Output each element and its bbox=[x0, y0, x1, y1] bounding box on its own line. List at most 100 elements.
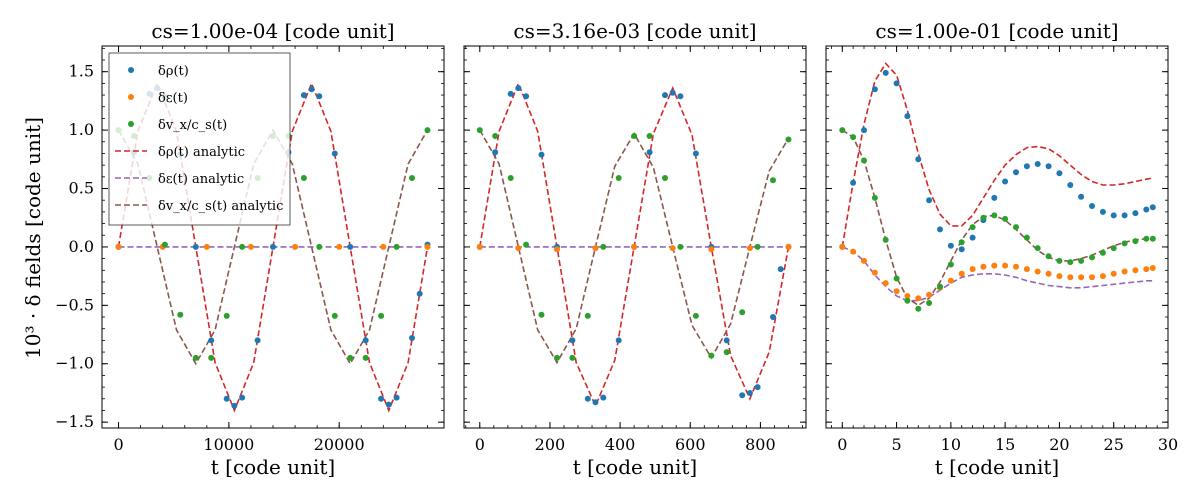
data-point bbox=[631, 243, 638, 250]
data-point bbox=[991, 262, 998, 269]
data-point bbox=[515, 245, 522, 252]
data-point bbox=[1013, 263, 1019, 270]
data-point bbox=[569, 354, 576, 361]
y-tick-label: 1.5 bbox=[69, 62, 94, 81]
data-point bbox=[746, 245, 753, 252]
y-tick-label: 1.0 bbox=[69, 120, 94, 139]
data-point bbox=[239, 394, 246, 401]
panel-title: cs=1.00e-01 [code unit] bbox=[875, 19, 1118, 43]
data-point bbox=[882, 236, 889, 243]
x-tick-label: 20 bbox=[1049, 435, 1069, 454]
data-point bbox=[669, 89, 676, 96]
data-point bbox=[1023, 163, 1030, 170]
data-point bbox=[1132, 210, 1139, 217]
series-line-analytic bbox=[841, 246, 1153, 302]
y-tick-label: 0.5 bbox=[69, 179, 94, 198]
data-point bbox=[1002, 178, 1009, 185]
data-point bbox=[347, 243, 354, 250]
data-point bbox=[507, 90, 514, 97]
data-point bbox=[1056, 170, 1063, 177]
x-tick-label: 800 bbox=[745, 435, 776, 454]
series-line-analytic bbox=[841, 129, 1153, 307]
data-point bbox=[515, 85, 522, 92]
data-point bbox=[980, 214, 987, 221]
data-point bbox=[1056, 257, 1063, 264]
data-point bbox=[958, 270, 965, 277]
data-point bbox=[1056, 273, 1063, 280]
data-point bbox=[861, 257, 867, 264]
data-point bbox=[292, 243, 299, 250]
data-point bbox=[770, 314, 776, 320]
plot-frame bbox=[463, 45, 807, 429]
legend-entry-label: δv_x/c_s(t) bbox=[158, 118, 227, 133]
data-point bbox=[1045, 253, 1052, 260]
data-point bbox=[1099, 208, 1106, 215]
data-point bbox=[871, 86, 878, 93]
data-point bbox=[882, 280, 889, 287]
data-point bbox=[631, 133, 638, 139]
data-point bbox=[1067, 259, 1074, 266]
data-point bbox=[538, 311, 545, 318]
legend-entry-label: δε(t) bbox=[158, 91, 188, 106]
data-point bbox=[476, 243, 483, 250]
data-point bbox=[991, 212, 998, 219]
data-point bbox=[1013, 224, 1019, 231]
data-point bbox=[754, 384, 761, 391]
legend-marker-swatch bbox=[128, 94, 134, 100]
data-point bbox=[600, 243, 607, 250]
data-point bbox=[1132, 238, 1139, 245]
data-point bbox=[592, 399, 599, 406]
legend-frame bbox=[108, 52, 291, 226]
data-point bbox=[926, 300, 933, 306]
data-point bbox=[1089, 203, 1095, 209]
data-point bbox=[331, 150, 338, 157]
data-point bbox=[893, 288, 900, 295]
data-point bbox=[915, 156, 922, 163]
legend-marker-swatch bbox=[128, 67, 134, 73]
data-point bbox=[1110, 212, 1117, 219]
x-tick-label: 400 bbox=[605, 435, 636, 454]
data-point bbox=[1089, 274, 1095, 281]
data-point bbox=[739, 392, 746, 399]
data-point bbox=[424, 127, 431, 134]
data-point bbox=[904, 113, 911, 120]
data-point bbox=[1143, 206, 1150, 213]
data-point bbox=[1110, 270, 1117, 277]
data-point bbox=[1121, 240, 1128, 247]
legend-marker-swatch bbox=[128, 121, 134, 127]
data-point bbox=[523, 93, 530, 100]
x-tick-label: 10 bbox=[941, 435, 961, 454]
data-point bbox=[1067, 182, 1074, 188]
data-point bbox=[223, 395, 230, 402]
data-point bbox=[882, 69, 889, 76]
data-point bbox=[958, 239, 965, 246]
legend-entry-label: δε(t) analytic bbox=[158, 172, 244, 187]
data-point bbox=[958, 246, 965, 253]
data-point bbox=[708, 352, 715, 359]
data-point bbox=[1045, 270, 1052, 277]
data-point bbox=[785, 243, 792, 250]
data-point bbox=[416, 290, 423, 297]
data-point bbox=[393, 243, 400, 250]
y-tick-label: −1.0 bbox=[55, 354, 94, 373]
x-tick-label: 200 bbox=[535, 435, 566, 454]
panel-1: cs=1.00e-04 [code unit] t [code unit] 0 100… bbox=[55, 19, 445, 479]
data-point bbox=[1143, 266, 1150, 273]
data-point bbox=[554, 246, 560, 253]
data-point bbox=[746, 390, 753, 396]
data-point bbox=[1099, 273, 1106, 280]
data-point bbox=[161, 241, 168, 248]
data-point bbox=[947, 277, 954, 284]
data-point bbox=[969, 266, 976, 273]
data-point bbox=[1099, 249, 1106, 256]
data-point bbox=[1089, 254, 1095, 261]
data-point bbox=[1002, 215, 1009, 222]
legend-entry-label: δρ(t) bbox=[158, 64, 189, 79]
x-tick-label: 0 bbox=[475, 435, 485, 454]
legend-entry-label: δρ(t) analytic bbox=[158, 145, 245, 160]
x-tick-label: 0 bbox=[113, 435, 123, 454]
data-point bbox=[492, 149, 499, 156]
data-point bbox=[861, 157, 867, 164]
data-point bbox=[1121, 212, 1128, 219]
